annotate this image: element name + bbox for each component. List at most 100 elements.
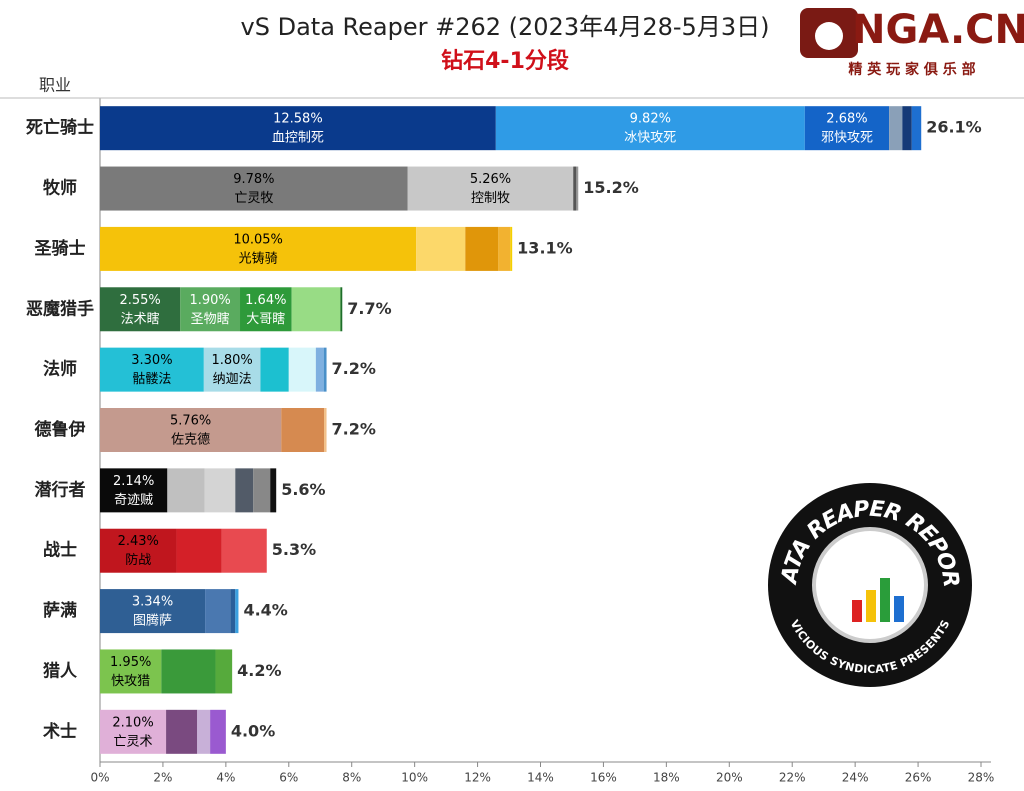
bar-segment [176, 528, 222, 573]
segment-name: 亡灵牧 [234, 191, 273, 206]
data-label: 3.34% [132, 595, 173, 610]
bar-segment [889, 106, 903, 151]
data-label: 1.80% [211, 353, 252, 368]
total-label: 5.6% [281, 480, 325, 499]
logo-subtitle: 精 英 玩 家 俱 乐 部 [848, 61, 975, 78]
x-tick-label: 28% [968, 771, 995, 785]
total-label: 4.2% [237, 661, 281, 680]
bar-segment [324, 408, 327, 452]
bar-segment [210, 709, 226, 754]
bar-segment [180, 287, 241, 332]
logo-paw [815, 22, 843, 50]
y-tick-label: 术士 [43, 721, 77, 742]
x-tick-label: 22% [779, 771, 806, 785]
data-label: 9.78% [233, 172, 274, 187]
segment-name: 血控制死 [272, 131, 324, 146]
y-tick-label: 死亡骑士 [26, 117, 94, 138]
bar-segment [204, 468, 236, 513]
x-tick-label: 10% [401, 771, 428, 785]
data-label: 5.76% [170, 414, 211, 429]
data-label: 1.90% [189, 293, 230, 308]
y-tick-label: 圣骑士 [35, 238, 86, 259]
bar-segment [804, 106, 890, 151]
badge-icon [852, 600, 862, 622]
x-tick-label: 4% [216, 771, 235, 785]
bar-segment [902, 106, 912, 151]
data-label: 1.64% [245, 293, 286, 308]
bar-segment [323, 347, 327, 392]
y-tick-label: 猎人 [43, 660, 78, 681]
x-tick-label: 16% [590, 771, 617, 785]
x-tick-label: 14% [527, 771, 554, 785]
badge-icon [866, 590, 876, 622]
y-axis-label: 职业 [39, 76, 71, 95]
data-label: 2.14% [113, 474, 154, 489]
bar-segment [291, 287, 341, 332]
segment-name: 图腾萨 [133, 613, 172, 629]
total-label: 4.4% [243, 601, 287, 620]
bar-segment [465, 226, 499, 271]
bar-segment [100, 106, 496, 151]
bar-segment [270, 468, 277, 513]
segment-name: 快攻猎 [111, 674, 150, 689]
x-tick-label: 12% [464, 771, 491, 785]
total-label: 13.1% [517, 238, 573, 257]
x-tick-label: 0% [90, 771, 109, 785]
segment-name: 控制牧 [471, 191, 510, 206]
total-label: 7.2% [332, 420, 376, 439]
bar-segment [416, 226, 466, 271]
segment-name: 邪快攻死 [821, 131, 873, 146]
bar-segment [495, 106, 805, 151]
bar-segment [205, 589, 231, 634]
bar-segment [100, 468, 168, 513]
y-tick-label: 牧师 [43, 178, 77, 199]
data-label: 2.10% [112, 715, 153, 730]
segment-name: 防战 [125, 552, 151, 568]
data-label: 2.55% [119, 293, 160, 308]
segment-name: 佐克德 [171, 433, 210, 448]
badge-icon [894, 596, 904, 622]
logo: NGA.CN 精 英 玩 家 俱 乐 部 [800, 7, 1024, 78]
x-tick-label: 20% [716, 771, 743, 785]
bar-segment [203, 347, 261, 392]
bar-segment [340, 287, 343, 332]
x-tick-label: 24% [842, 771, 869, 785]
badge-center [812, 527, 928, 643]
bar-segment [100, 649, 162, 694]
total-label: 15.2% [583, 178, 639, 197]
bar-segment [498, 226, 511, 271]
bar-segment [100, 287, 181, 332]
data-label: 5.26% [470, 172, 511, 187]
segment-name: 奇迹贼 [114, 492, 153, 508]
bar-segment [235, 589, 239, 634]
segment-name: 骷髅法 [132, 371, 171, 387]
bar-segment [161, 649, 216, 694]
bar-segment [240, 287, 292, 332]
x-tick-label: 6% [279, 771, 298, 785]
data-label: 9.82% [630, 112, 671, 127]
badge-icon [880, 578, 890, 622]
x-tick-label: 2% [153, 771, 172, 785]
segment-name: 光铸骑 [239, 250, 278, 266]
bar-segment [100, 226, 417, 271]
x-tick-label: 26% [905, 771, 932, 785]
bar-segment [573, 166, 577, 211]
total-label: 7.2% [332, 359, 376, 378]
bar-segment [166, 709, 198, 754]
bar-segment [281, 408, 325, 452]
bar-segment [221, 528, 267, 573]
data-label: 2.43% [118, 534, 159, 549]
bar-segment [576, 166, 579, 211]
bar-segment [100, 709, 167, 754]
segment-name: 法术瞎 [121, 311, 160, 327]
bar-segment [260, 347, 289, 392]
logo-title: NGA.CN [852, 7, 1024, 53]
bar-segment [197, 709, 211, 754]
segment-name: 亡灵术 [114, 734, 153, 749]
total-label: 4.0% [231, 721, 275, 740]
total-label: 7.7% [347, 299, 391, 318]
data-label: 12.58% [273, 112, 323, 127]
data-label: 1.95% [110, 655, 151, 670]
bar-segment [230, 589, 236, 634]
